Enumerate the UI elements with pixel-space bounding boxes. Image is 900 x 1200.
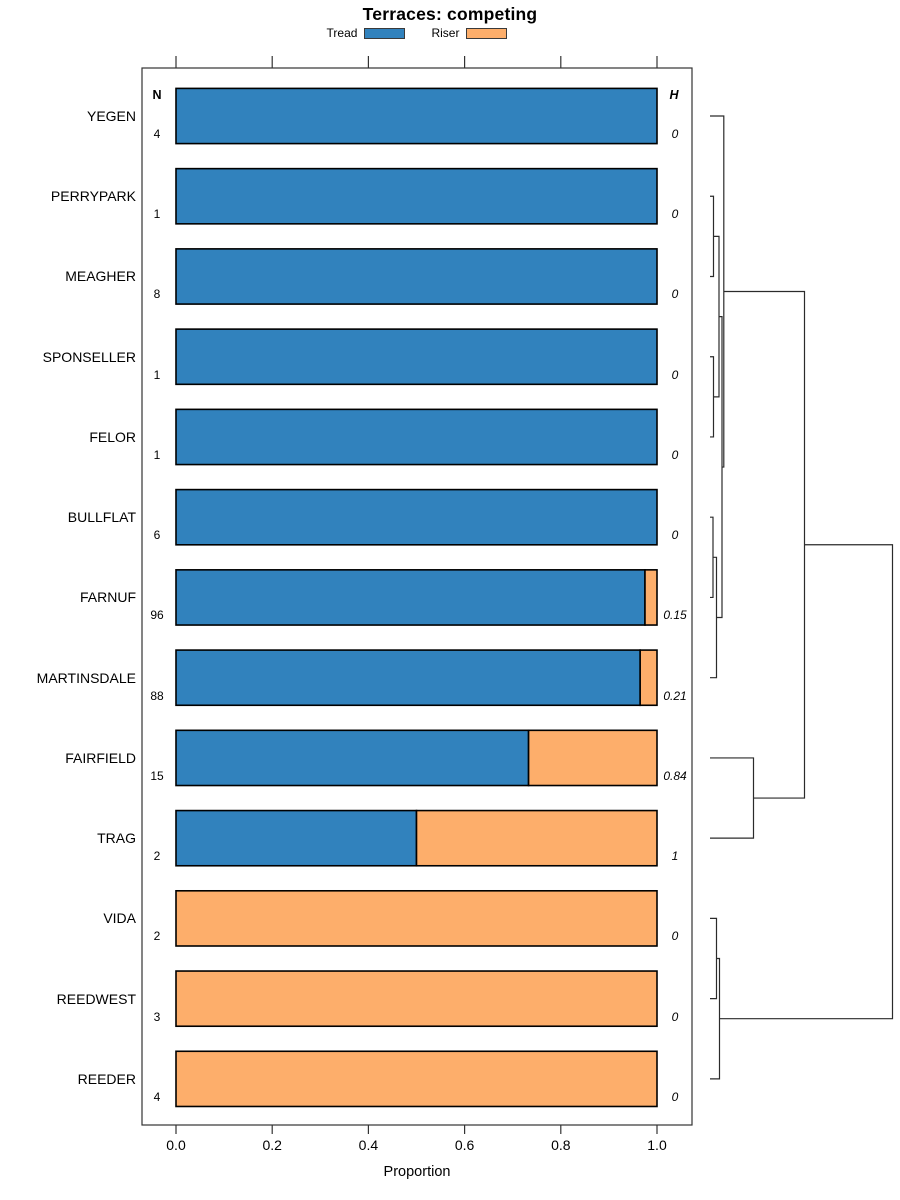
dendrogram-link-M1 [710,195,715,278]
row-label-SPONSELLER: SPONSELLER [42,348,136,365]
n-value-VIDA: 2 [153,929,161,944]
dendrogram-link-M2 [710,356,715,438]
n-value-REEDER: 4 [153,1089,161,1104]
row-label-FAIRFIELD: FAIRFIELD [65,749,136,766]
bar-segment-tread-MEAGHER [175,248,658,305]
bar-segment-riser-VIDA [175,889,658,947]
n-value-MARTINSDALE: 88 [150,688,164,703]
bar-segment-tread-FARNUF [175,569,646,626]
legend-item-riser: Riser [431,26,508,40]
bar-segment-tread-YEGEN [175,87,658,145]
dendrogram-link-M8 [710,757,755,839]
dendrogram-link-M3 [713,235,720,398]
n-value-REEDWEST: 3 [153,1009,161,1024]
n-value-FARNUF: 96 [150,608,164,623]
bar-segment-tread-PERRYPARK [175,167,658,225]
legend-swatch-tread [364,27,406,39]
h-value-FARNUF: 0.15 [663,608,687,623]
legend: Tread Riser [142,26,692,40]
dendrogram-link-M11 [710,957,721,1080]
h-column-header: H [669,88,679,102]
h-value-REEDER: 0 [671,1089,679,1104]
dendrogram-link-M4 [710,516,714,599]
row-label-FARNUF: FARNUF [80,589,136,606]
n-column-header: N [152,88,162,102]
bar-segment-tread-SPONSELLER [175,328,658,386]
h-value-FELOR: 0 [671,447,679,462]
bar-segment-tread-MARTINSDALE [175,649,641,707]
x-tick-label-0.8: 0.8 [551,1137,571,1153]
x-axis-label: Proportion [383,1164,451,1180]
row-label-MEAGHER: MEAGHER [65,268,136,285]
row-label-BULLFLAT: BULLFLAT [67,509,136,526]
h-value-FAIRFIELD: 0.84 [663,768,687,783]
bar-segment-tread-FELOR [175,408,658,466]
bar-segment-riser-FARNUF [644,569,658,626]
chart-title: Terraces: competing [362,4,538,24]
n-value-FELOR: 1 [153,447,161,462]
h-value-SPONSELLER: 0 [671,367,679,382]
h-value-MARTINSDALE: 0.21 [663,688,687,703]
x-tick-label-0.0: 0.0 [166,1137,186,1153]
h-value-REEDWEST: 0 [671,1009,679,1024]
x-tick-label-0.2: 0.2 [262,1137,282,1153]
h-value-YEGEN: 0 [671,127,679,141]
row-label-PERRYPARK: PERRYPARK [50,188,136,205]
h-value-PERRYPARK: 0 [671,207,679,222]
bar-segment-riser-REEDER [175,1050,658,1108]
n-value-PERRYPARK: 1 [153,207,161,222]
bar-segment-riser-TRAG [415,809,658,867]
legend-label-tread: Tread [326,26,358,40]
n-value-BULLFLAT: 6 [153,528,161,543]
bar-segment-riser-MARTINSDALE [639,649,658,707]
row-label-REEDER: REEDER [77,1070,136,1087]
n-value-TRAG: 2 [153,849,161,864]
legend-label-riser: Riser [431,26,460,40]
bar-segment-riser-REEDWEST [175,970,658,1028]
row-label-MARTINSDALE: MARTINSDALE [36,669,136,686]
dendrogram-link-M12 [719,544,894,1020]
row-label-REEDWEST: REEDWEST [56,990,136,1007]
row-label-YEGEN: YEGEN [86,108,136,124]
dendrogram-link-M10 [710,917,718,1000]
h-value-MEAGHER: 0 [671,287,679,302]
n-value-SPONSELLER: 1 [153,367,161,382]
x-tick-label-0.4: 0.4 [358,1137,379,1153]
x-tick-label-1.0: 1.0 [647,1137,667,1153]
h-value-TRAG: 1 [671,849,679,864]
bar-segment-riser-FAIRFIELD [527,729,658,787]
n-value-MEAGHER: 8 [153,287,161,302]
h-value-VIDA: 0 [671,929,679,944]
n-value-YEGEN: 4 [153,127,161,141]
legend-swatch-riser [466,27,508,39]
legend-item-tread: Tread [327,26,406,40]
plot-border [141,67,693,1126]
bar-segment-tread-BULLFLAT [175,488,658,546]
dendrogram-link-M9 [723,290,806,799]
row-label-VIDA: VIDA [103,910,136,927]
x-tick-label-0.6: 0.6 [454,1137,475,1153]
n-value-FAIRFIELD: 15 [150,768,164,783]
row-label-FELOR: FELOR [89,428,136,445]
bar-segment-tread-FAIRFIELD [175,729,530,787]
row-label-TRAG: TRAG [97,830,136,847]
bar-segment-tread-TRAG [175,809,418,867]
h-value-BULLFLAT: 0 [671,528,679,543]
